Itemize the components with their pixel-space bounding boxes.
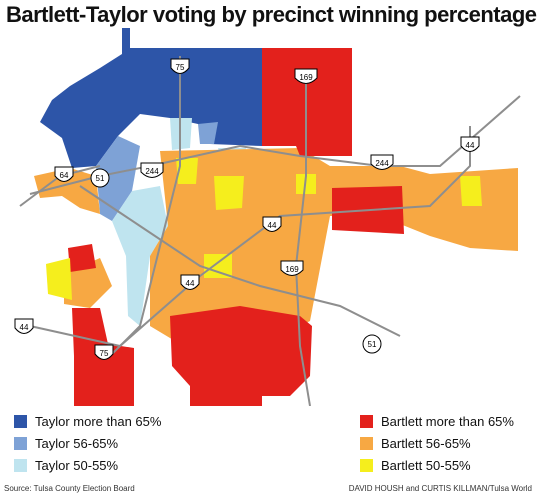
legend-item-bartlett-50: Bartlett 50-55% — [360, 458, 471, 473]
region-bartlett-50-b — [214, 176, 244, 210]
region-taylor-50-a — [112, 186, 168, 326]
shield-i244-ne: 244 — [370, 154, 394, 170]
legend-swatch-taylor-65 — [14, 415, 27, 428]
region-bartlett-50-a — [176, 158, 198, 184]
legend: Taylor more than 65% Taylor 56-65% Taylo… — [0, 408, 538, 478]
shield-i44-sw-label: 44 — [186, 279, 195, 288]
legend-item-taylor-56: Taylor 56-65% — [14, 436, 118, 451]
legend-item-taylor-65: Taylor more than 65% — [14, 414, 161, 429]
legend-swatch-bartlett-56 — [360, 437, 373, 450]
road-us51-line — [79, 185, 401, 337]
legend-label-taylor-65: Taylor more than 65% — [35, 414, 162, 429]
precinct-map: 44 244 75 169 64 51 244 44 — [0, 26, 538, 406]
shield-i44-ne-label: 44 — [466, 141, 475, 150]
shield-us75-n-label: 75 — [176, 63, 185, 72]
shield-i44-center-label: 44 — [268, 221, 277, 230]
shield-i244-w: 244 — [140, 162, 164, 178]
legend-label-taylor-56: Taylor 56-65% — [35, 436, 119, 451]
legend-item-bartlett-56: Bartlett 56-65% — [360, 436, 471, 451]
shield-i44-ne: 44 — [460, 136, 480, 152]
road-us75-line — [109, 56, 181, 357]
shield-us51-e: 51 — [362, 334, 382, 354]
shield-us51-e-label: 51 — [368, 340, 377, 349]
legend-swatch-taylor-50 — [14, 459, 27, 472]
legend-item-taylor-50: Taylor 50-55% — [14, 458, 118, 473]
shield-us169-s-label: 169 — [285, 265, 299, 274]
shield-i44-far-sw: 44 — [14, 318, 34, 334]
region-bartlett-50-f — [204, 254, 232, 278]
region-bartlett-65-west — [68, 244, 96, 272]
legend-swatch-bartlett-65 — [360, 415, 373, 428]
shield-i44-far-sw-label: 44 — [20, 323, 29, 332]
shield-i244-ne-label: 244 — [375, 159, 389, 168]
shield-us51-w-label: 51 — [96, 174, 105, 183]
shield-us51-w: 51 — [90, 168, 110, 188]
region-bartlett-50-d — [460, 176, 482, 206]
shield-us169-n-label: 169 — [299, 73, 313, 82]
region-bartlett-65-south — [170, 306, 312, 406]
shield-us64-label: 64 — [60, 171, 69, 180]
region-taylor-56-a — [96, 136, 140, 221]
shield-us75-s-label: 75 — [100, 349, 109, 358]
legend-swatch-bartlett-50 — [360, 459, 373, 472]
shield-us75-s: 75 — [94, 344, 114, 360]
shield-i244-w-label: 244 — [145, 167, 159, 176]
precinct-map-svg: 44 244 75 169 64 51 244 44 — [14, 28, 521, 406]
map-title: Bartlett-Taylor voting by precinct winni… — [6, 2, 537, 27]
shield-us169-s: 169 — [280, 260, 304, 276]
shield-i44-sw: 44 — [180, 274, 200, 290]
shield-us169-n: 169 — [294, 68, 318, 84]
shield-us64: 64 — [54, 166, 74, 182]
author-credit: DAVID HOUSH and CURTIS KILLMAN/Tulsa Wor… — [348, 484, 532, 493]
region-taylor-56-b — [198, 122, 218, 144]
legend-label-taylor-50: Taylor 50-55% — [35, 458, 119, 473]
legend-label-bartlett-65: Bartlett more than 65% — [381, 414, 514, 429]
source-credit: Source: Tulsa County Election Board — [4, 484, 135, 493]
legend-item-bartlett-65: Bartlett more than 65% — [360, 414, 514, 429]
legend-label-bartlett-50: Bartlett 50-55% — [381, 458, 471, 473]
region-bartlett-50-c — [46, 258, 72, 300]
legend-swatch-taylor-56 — [14, 437, 27, 450]
shield-us75-n: 75 — [170, 58, 190, 74]
legend-label-bartlett-56: Bartlett 56-65% — [381, 436, 471, 451]
shield-i44-center: 44 — [262, 216, 282, 232]
region-taylor-65-north — [40, 28, 262, 168]
